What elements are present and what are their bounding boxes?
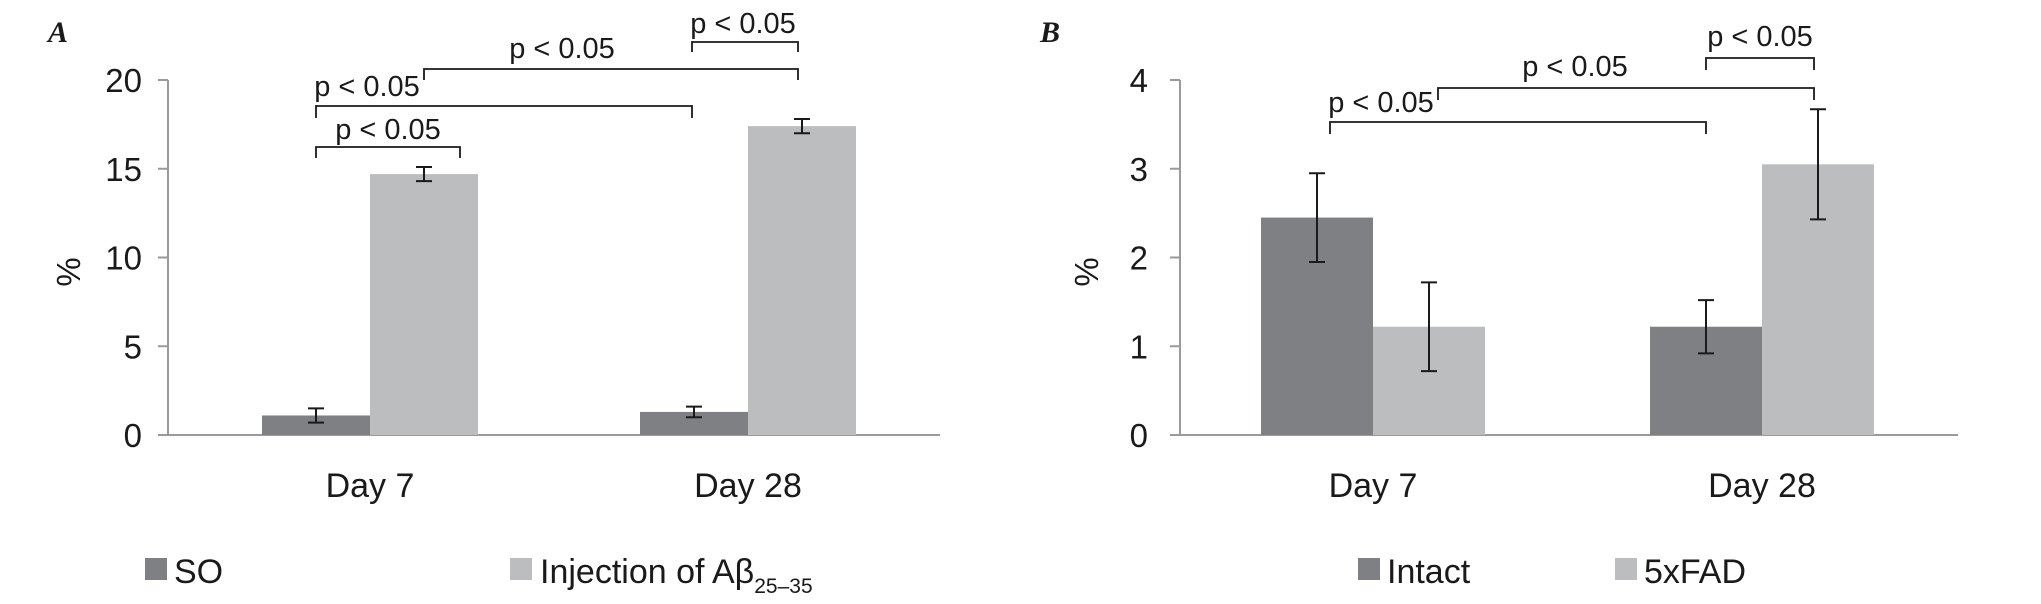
panel-b-category-day28: Day 28: [1708, 467, 1816, 505]
panel-a-bar-s0-c1: [640, 411, 748, 435]
panel-a-legend-label-so: SO: [174, 553, 223, 591]
panel-a-y-tick-label-4: 20: [105, 62, 142, 99]
panel-a-sig-2: p < 0.05: [314, 71, 420, 103]
panel-b-errorbar-s1-c0: [1421, 281, 1437, 373]
panel-b: B % 0 1 2 3 4 Day 7 Day 28 p < 0.05 p < 0.05…: [1039, 16, 1958, 591]
panel-a-y-tick-label-0: 0: [124, 417, 142, 454]
panel-b-y-axis-label: %: [1068, 257, 1105, 286]
panel-b-y-tick-label-3: 3: [1130, 151, 1148, 188]
panel-a-bar-s1-c1: [748, 126, 856, 436]
panel-a-y-axis-label: %: [50, 257, 87, 286]
panel-a-label: A: [46, 16, 68, 49]
panel-b-label: B: [1039, 16, 1060, 49]
panel-a-legend-label-injection: Injection of Aβ25–35: [540, 553, 813, 598]
panel-b-errorbar-s0-c0: [1309, 172, 1325, 263]
panel-b-bracket-1: [1329, 121, 1707, 134]
panel-a-bracket-1: [315, 146, 461, 158]
panel-a-y-tick-label-3: 15: [105, 151, 142, 188]
panel-a-bracket-4: [691, 41, 799, 52]
panel-a-errorbar-s1-c1: [794, 118, 810, 135]
panel-b-y-ticks: 0 1 2 3 4: [1130, 62, 1180, 454]
panel-b-bars: [1261, 108, 1874, 435]
panel-a-bar-s0-c0: [262, 415, 370, 435]
panel-b-y-tick-label-4: 4: [1130, 62, 1148, 99]
panel-a-bracket-3: [423, 68, 799, 80]
panel-a-legend-swatch-injection: [510, 558, 532, 580]
panel-a-sig-4: p < 0.05: [690, 8, 796, 40]
panel-a-category-day28: Day 28: [694, 467, 802, 505]
panel-b-errorbar-s0-c1: [1698, 299, 1714, 355]
panel-a-bars: [262, 118, 856, 436]
panel-a: A % 0 5 10 15 20 Day 7 Day 28 p < 0.05 p < 0…: [46, 8, 940, 598]
panel-a-legend-swatch-so: [145, 558, 167, 580]
panel-a-y-ticks: 0 5 10 15 20: [105, 62, 168, 454]
panel-a-errorbar-s0-c1: [686, 405, 702, 419]
panel-a-y-tick-label-1: 5: [124, 328, 142, 365]
panel-a-legend-label-injection-main: Injection of Aβ: [540, 553, 754, 591]
panel-b-errorbar-s1-c1: [1810, 108, 1826, 221]
panel-b-category-day7: Day 7: [1329, 467, 1418, 505]
panel-b-y-tick-label-0: 0: [1130, 417, 1148, 454]
panel-b-legend-label-intact: Intact: [1387, 553, 1471, 591]
panel-a-legend-label-injection-subscript: 25–35: [754, 575, 812, 598]
panel-b-sig-1: p < 0.05: [1328, 87, 1434, 119]
panel-b-sig-3: p < 0.05: [1707, 21, 1813, 53]
panel-a-bracket-2: [315, 105, 693, 118]
panel-b-bracket-3: [1705, 57, 1815, 70]
panel-b-bracket-2: [1437, 87, 1815, 100]
panel-a-y-tick-label-2: 10: [105, 240, 142, 277]
panel-b-legend-swatch-5xfad: [1615, 558, 1637, 580]
panel-a-sig-1: p < 0.05: [335, 114, 441, 146]
panel-a-errorbar-s0-c0: [308, 407, 324, 424]
panel-b-y-tick-label-1: 1: [1130, 328, 1148, 365]
panel-b-legend-swatch-intact: [1358, 558, 1380, 580]
panel-b-legend-label-5xfad: 5xFAD: [1644, 553, 1746, 591]
panel-a-bar-s1-c0: [370, 174, 478, 435]
panel-b-sig-2: p < 0.05: [1522, 51, 1628, 83]
panel-b-y-tick-label-2: 2: [1130, 240, 1148, 277]
panel-a-sig-3: p < 0.05: [509, 33, 615, 65]
panel-a-category-day7: Day 7: [326, 467, 415, 505]
panel-a-errorbar-s1-c0: [416, 165, 432, 183]
